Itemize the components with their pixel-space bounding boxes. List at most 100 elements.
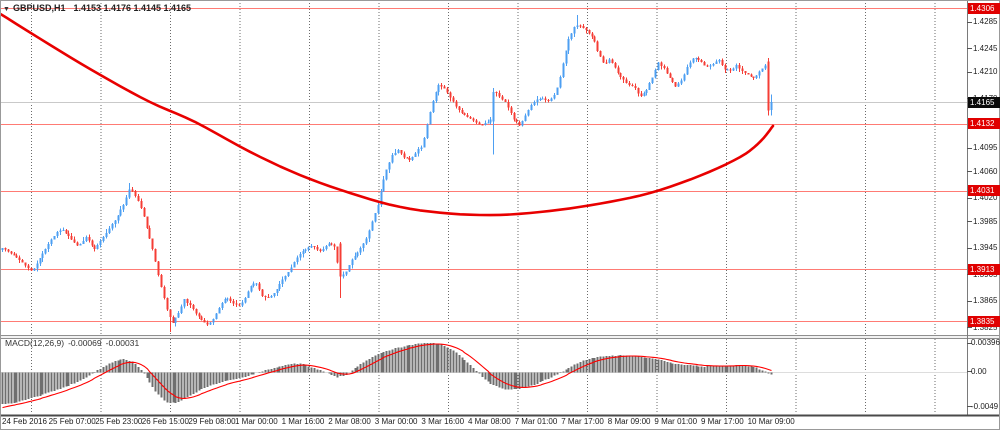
candle-body bbox=[39, 258, 42, 264]
candle-body bbox=[27, 265, 30, 269]
candle-body bbox=[674, 82, 677, 87]
candle-body bbox=[128, 189, 131, 198]
price-tick-mark bbox=[967, 327, 972, 329]
candle-body bbox=[489, 119, 492, 123]
pane-separator[interactable] bbox=[0, 336, 1000, 338]
candle-body bbox=[189, 303, 192, 306]
candle-body bbox=[47, 244, 50, 250]
candle-body bbox=[70, 236, 73, 240]
price-tick-label: 1.4210 bbox=[973, 67, 998, 77]
candle-body bbox=[62, 229, 65, 231]
level-price-label[interactable]: 1.4031 bbox=[968, 185, 1000, 197]
candle-body bbox=[76, 242, 79, 246]
candle-body bbox=[264, 295, 267, 297]
candle-body bbox=[302, 250, 305, 254]
level-price-label[interactable]: 1.4306 bbox=[968, 2, 1000, 14]
level-price-label[interactable]: 1.3835 bbox=[968, 315, 1000, 327]
candle-body bbox=[501, 96, 504, 100]
price-tick-mark bbox=[967, 21, 972, 23]
macd-signal-line bbox=[2, 343, 772, 409]
candle-body bbox=[186, 299, 189, 304]
time-axis-label: 25 Feb 07:00 bbox=[48, 417, 96, 426]
candle-body bbox=[371, 221, 374, 231]
candle-body bbox=[700, 59, 703, 62]
candle-body bbox=[553, 94, 556, 99]
macd-tick-label: 0.00 bbox=[971, 366, 987, 376]
candle-body bbox=[172, 316, 175, 323]
candle-body bbox=[458, 106, 461, 111]
candle-body bbox=[183, 299, 186, 307]
candle-body bbox=[15, 255, 18, 258]
candle-body bbox=[729, 69, 732, 71]
candle-body bbox=[215, 313, 218, 320]
candle-body bbox=[322, 248, 325, 252]
candle-body bbox=[273, 293, 276, 296]
candle-body bbox=[339, 243, 342, 277]
candle-body bbox=[518, 122, 521, 126]
candle-body bbox=[359, 247, 362, 253]
time-axis-label: 3 Mar 00:00 bbox=[374, 417, 418, 426]
time-axis-label: 1 Mar 16:00 bbox=[281, 417, 325, 426]
ohlc-quote-label: 1.4153 1.4176 1.4145 1.4165 bbox=[73, 3, 192, 13]
candle-body bbox=[59, 230, 62, 232]
candle-body bbox=[119, 209, 122, 216]
time-axis-label: 1 Mar 00:00 bbox=[235, 417, 278, 426]
candle-body bbox=[200, 316, 203, 320]
moving-average-line[interactable] bbox=[0, 12, 775, 217]
price-tick-mark bbox=[967, 171, 972, 173]
level-price-label[interactable]: 1.3913 bbox=[968, 263, 1000, 275]
candle-body bbox=[761, 68, 764, 72]
candle-body bbox=[241, 302, 244, 306]
candle-body bbox=[423, 138, 426, 148]
candle-body bbox=[296, 257, 299, 262]
candle-body bbox=[304, 249, 307, 251]
price-tick-label: 1.4245 bbox=[973, 43, 998, 53]
candle-body bbox=[547, 100, 550, 102]
price-tick-mark bbox=[967, 221, 972, 223]
candle-body bbox=[73, 239, 76, 243]
time-axis-label: 4 Mar 08:00 bbox=[468, 417, 511, 426]
candle-body bbox=[495, 92, 498, 94]
macd-tick-label: -0.0049 bbox=[971, 401, 999, 411]
candle-body bbox=[13, 253, 16, 256]
candle-body bbox=[692, 58, 695, 63]
candle-body bbox=[244, 298, 247, 303]
candle-body bbox=[212, 319, 215, 323]
candle-body bbox=[284, 276, 287, 280]
candle-body bbox=[108, 228, 111, 233]
macd-tick-mark bbox=[967, 406, 972, 408]
candle-body bbox=[336, 246, 339, 263]
candle-body bbox=[608, 59, 611, 63]
candle-body bbox=[166, 298, 169, 310]
candle-body bbox=[432, 101, 435, 112]
price-tick-label: 1.4020 bbox=[973, 193, 998, 203]
expand-arrow-icon[interactable]: ▼ bbox=[3, 6, 10, 13]
macd-indicator-label: MACD(12,26,9) -0.00069 -0.00031 bbox=[5, 338, 143, 348]
candle-body bbox=[33, 268, 36, 271]
level-price-label[interactable]: 1.4132 bbox=[968, 118, 1000, 130]
candle-body bbox=[88, 237, 91, 241]
candle-body bbox=[160, 274, 163, 287]
candle-body bbox=[515, 119, 518, 123]
candle-body bbox=[435, 92, 438, 102]
candle-body bbox=[484, 123, 487, 126]
price-tick-mark bbox=[967, 71, 972, 73]
candle-body bbox=[567, 39, 570, 51]
candle-body bbox=[388, 162, 391, 170]
candle-body bbox=[125, 197, 128, 206]
candle-body bbox=[345, 271, 348, 275]
candle-body bbox=[18, 257, 21, 260]
candle-body bbox=[721, 59, 724, 66]
candle-body bbox=[487, 122, 490, 124]
candle-body bbox=[148, 228, 151, 239]
candle-body bbox=[611, 59, 614, 63]
candle-body bbox=[596, 41, 599, 51]
candle-body bbox=[362, 243, 365, 248]
candle-body bbox=[559, 76, 562, 88]
candle-body bbox=[744, 70, 747, 74]
candle-body bbox=[365, 238, 368, 244]
candle-body bbox=[192, 305, 195, 310]
candle-body bbox=[593, 36, 596, 42]
candle-body bbox=[229, 298, 232, 301]
